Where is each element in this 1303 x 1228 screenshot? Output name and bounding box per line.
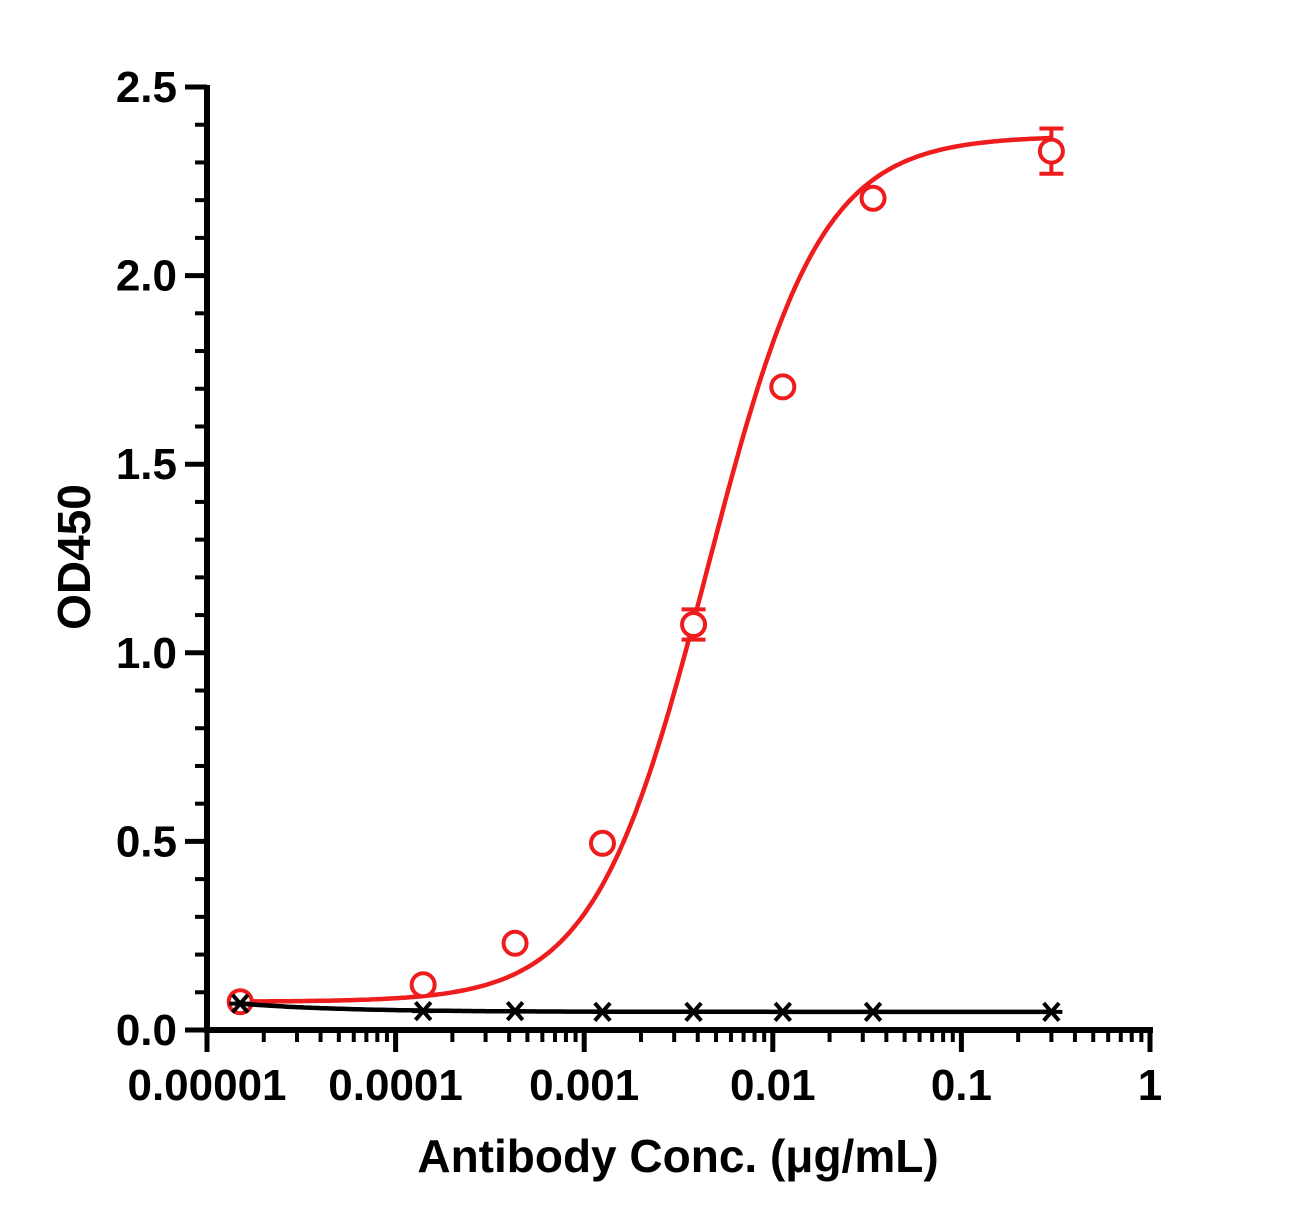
y-tick-label: 1.0 [116,629,177,678]
data-point [769,373,797,401]
y-tick-label: 0.5 [116,817,177,866]
data-point [682,1001,705,1023]
data-point [504,1001,527,1022]
data-point [501,929,529,957]
x-tick-label: 0.0001 [328,1061,463,1110]
marker-stroke [1042,1001,1061,1023]
x-tick-label: 0.01 [730,1061,816,1110]
data-point [1040,1001,1063,1023]
data-point [680,611,708,639]
data-point [771,1001,794,1023]
marker-stroke [505,1001,525,1022]
y-tick-label: 0.0 [116,1006,177,1055]
x-tick-label: 0.00001 [127,1061,286,1110]
axes: 0.0 0.5 1.0 1.5 2.0 2.5 0.00001 0.0001 0.001 0.01… [116,63,1162,1110]
series-layer [226,126,1065,1023]
marker-stroke [684,1001,703,1023]
x-tick-label: 0.001 [529,1061,639,1110]
fit-curve [240,135,1052,1004]
marker-stroke [593,1001,612,1023]
series-1 [226,126,1065,1016]
y-tick-label: 2.0 [116,252,177,301]
marker-stroke [231,993,250,1014]
data-point [591,1001,614,1023]
y-axis-title: OD450 [48,484,100,630]
y-tick-label: 1.5 [116,440,177,489]
data-point [1037,137,1065,165]
data-point [862,1001,885,1023]
data-point [229,993,252,1014]
data-point [588,829,616,857]
fit-curve [240,1001,1052,1015]
x-tick-label: 1 [1138,1061,1162,1110]
data-point [859,184,887,212]
y-tick-label: 2.5 [116,63,177,112]
series-2 [229,993,1063,1023]
marker-stroke [413,1001,433,1022]
x-axis-title: Antibody Conc. (μg/mL) [417,1130,938,1182]
marker-stroke [863,1001,883,1023]
data-point [409,971,437,999]
data-point [412,1001,435,1022]
marker-stroke [773,1001,793,1023]
x-tick-label: 0.1 [931,1061,992,1110]
